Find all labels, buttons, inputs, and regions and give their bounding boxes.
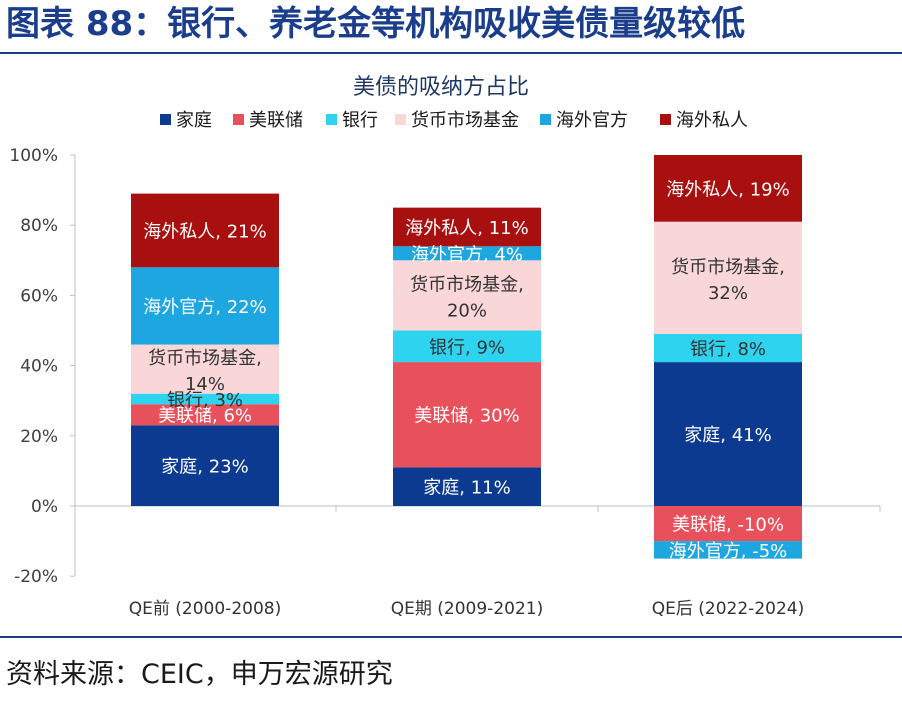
x-tick-label: QE前 (2000-2008)	[129, 599, 281, 619]
chart-title: 美债的吸纳方占比	[353, 75, 529, 100]
y-tick-label: 0%	[31, 497, 58, 517]
bar-segment	[393, 260, 541, 331]
legend-label: 货币市场基金	[411, 110, 519, 131]
bar-data-label: 海外官方, -5%	[669, 541, 788, 562]
bar-data-label: 海外官方, 4%	[411, 244, 523, 265]
bar-data-label: 货币市场基金,	[671, 257, 785, 278]
bar-data-label: 海外官方, 22%	[143, 297, 266, 318]
bar-segment	[131, 404, 279, 426]
legend-swatch	[660, 114, 671, 125]
legend-label: 银行	[342, 110, 378, 131]
figure-title: 图表 88：银行、养老金等机构吸收美债量级较低	[6, 4, 746, 44]
bar-data-label: 美联储, -10%	[672, 515, 784, 536]
x-tick-label: QE期 (2009-2021)	[391, 599, 543, 619]
bar-segment	[393, 362, 541, 468]
bar-segment	[654, 362, 802, 506]
bar-segment	[393, 246, 541, 261]
legend-swatch	[326, 114, 337, 125]
legend-label: 海外官方	[556, 110, 628, 131]
legend-swatch	[160, 114, 171, 125]
y-tick-label: 20%	[20, 427, 58, 447]
bar-data-label: 银行, 9%	[429, 337, 505, 358]
legend: 家庭 美联储 银行 货币市场基金 海外官方 海外私人	[160, 110, 748, 131]
legend-swatch	[395, 114, 406, 125]
bar-segment	[131, 344, 279, 394]
axes: -20% 0% 20% 40% 60% 80% 100% QE前 (2000-2008) QE期…	[9, 146, 881, 619]
source-note: 资料来源：CEIC，申万宏源研究	[6, 659, 393, 690]
bars	[131, 155, 802, 559]
legend-swatch	[233, 114, 244, 125]
bar-data-label: 20%	[447, 300, 487, 321]
bar-data-label: 海外私人, 19%	[666, 179, 789, 200]
bar-segment	[131, 267, 279, 345]
y-tick-label: 80%	[20, 216, 58, 236]
y-tick-label: -20%	[14, 567, 58, 587]
bar-data-label: 32%	[708, 283, 748, 304]
bar-segment	[654, 221, 802, 335]
source-divider	[0, 636, 902, 638]
bar-segment	[393, 330, 541, 363]
y-tick-label: 40%	[20, 357, 58, 377]
bar-data-label: 家庭, 41%	[684, 425, 771, 446]
bar-segment	[654, 334, 802, 363]
legend-label: 海外私人	[676, 110, 748, 131]
bar-segment	[131, 425, 279, 506]
bar-data-label: 家庭, 23%	[161, 457, 248, 478]
bar-data-label: 银行, 3%	[167, 390, 243, 411]
bar-data-label: 银行, 8%	[690, 339, 766, 360]
bar-labels: 家庭, 23% 美联储, 6%银行, 3% 货币市场基金, 14% 海外官方, 22% 海…	[143, 179, 789, 562]
bar-segment	[654, 541, 802, 559]
bar-data-label: 家庭, 11%	[423, 478, 510, 499]
legend-swatch	[540, 114, 551, 125]
legend-label: 美联储	[249, 110, 303, 131]
bar-data-label: 海外私人, 21%	[143, 221, 266, 242]
y-tick-label: 100%	[9, 146, 58, 166]
bar-segment	[131, 193, 279, 268]
y-tick-label: 60%	[20, 286, 58, 306]
title-divider	[0, 52, 902, 54]
legend-label: 家庭	[176, 110, 212, 131]
bar-data-label: 货币市场基金,	[148, 348, 262, 369]
stacked-bar-chart: 美债的吸纳方占比 家庭 美联储 银行 货币市场基金 海外官方 海外私人 -20% 0% 20%…	[9, 75, 881, 619]
bar-data-label: 海外私人, 11%	[405, 218, 528, 239]
bar-data-label: 美联储, 6%	[158, 406, 252, 427]
bar-data-label: 货币市场基金,	[410, 274, 524, 295]
bar-segment	[393, 467, 541, 506]
x-tick-label: QE后 (2022-2024)	[652, 599, 804, 619]
bar-data-label: 14%	[185, 374, 225, 395]
bar-data-label: 美联储, 30%	[414, 406, 519, 427]
bar-segment	[393, 207, 541, 247]
bar-segment	[131, 393, 279, 405]
bar-segment	[654, 155, 802, 222]
bar-segment	[654, 506, 802, 542]
